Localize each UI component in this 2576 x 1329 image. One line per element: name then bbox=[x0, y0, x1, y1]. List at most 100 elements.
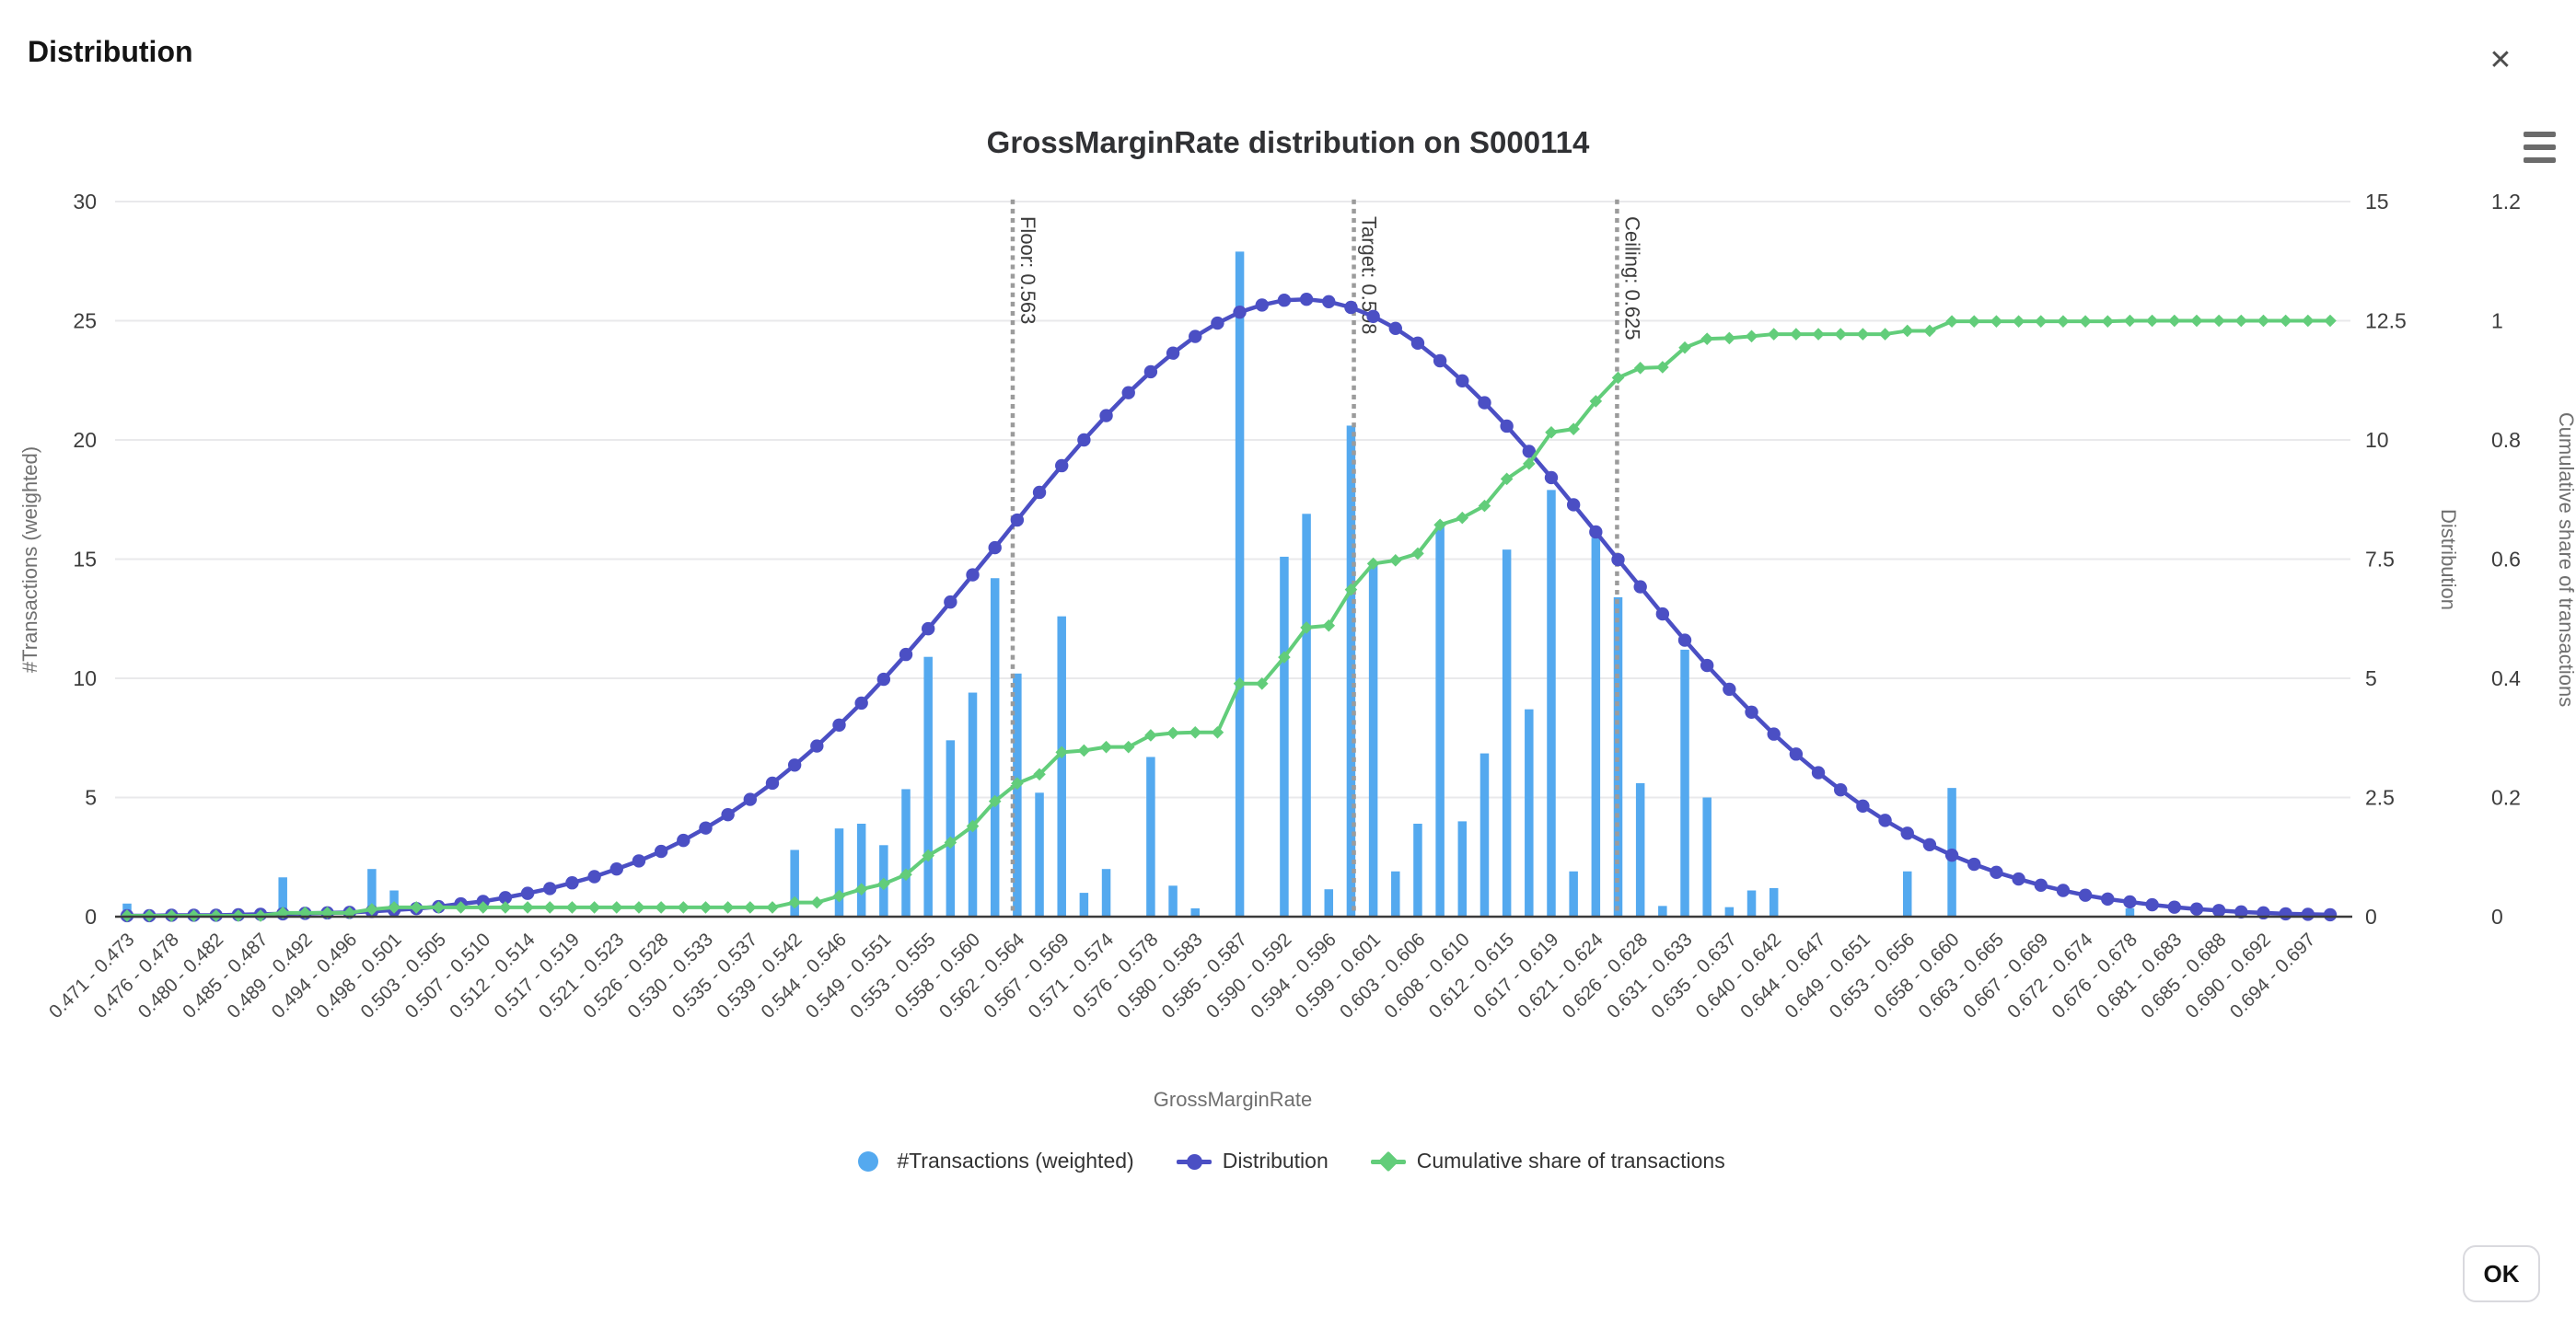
bar bbox=[1658, 906, 1667, 917]
bar bbox=[1190, 907, 1200, 917]
cumulative-axis-title: Cumulative share of transactions bbox=[2555, 412, 2576, 707]
bar bbox=[1591, 537, 1601, 917]
bar bbox=[1035, 792, 1044, 917]
svg-text:20: 20 bbox=[73, 428, 97, 452]
svg-text:0.6: 0.6 bbox=[2491, 548, 2521, 572]
bar bbox=[1457, 821, 1468, 917]
svg-text:15: 15 bbox=[73, 548, 97, 572]
bar bbox=[1635, 782, 1645, 917]
reference-line-label: Ceiling: 0.625 bbox=[1620, 216, 1643, 341]
distribution-axis-ticks: 0 2.5 5 7.5 10 12.5 15 bbox=[2365, 190, 2407, 929]
chart-title: GrossMarginRate distribution on S000114 bbox=[987, 125, 1590, 159]
bar bbox=[1280, 556, 1289, 917]
svg-text:30: 30 bbox=[73, 190, 97, 214]
bar bbox=[2125, 907, 2135, 917]
bar bbox=[1346, 425, 1356, 918]
bar bbox=[1013, 673, 1022, 917]
bar bbox=[1324, 889, 1334, 917]
bar bbox=[901, 789, 911, 917]
left-axis-title: #Transactions (weighted) bbox=[18, 446, 41, 673]
circle-marker-icon bbox=[851, 1150, 886, 1173]
svg-text:1: 1 bbox=[2491, 309, 2503, 333]
bar bbox=[1724, 907, 1735, 917]
reference-lines: Floor: 0.563 Target: 0.598 Ceiling: 0.625 bbox=[1010, 199, 1643, 919]
bar bbox=[1746, 890, 1757, 917]
burger-bar bbox=[2524, 132, 2556, 137]
bar bbox=[1146, 757, 1155, 917]
bar bbox=[1547, 490, 1556, 917]
bar bbox=[1680, 649, 1689, 917]
bar bbox=[1368, 563, 1378, 917]
bar bbox=[1079, 893, 1089, 917]
legend-label: Distribution bbox=[1222, 1149, 1329, 1173]
bar bbox=[367, 869, 377, 917]
cumulative-axis-ticks: 0 0.2 0.4 0.6 0.8 1 1.2 bbox=[2491, 190, 2521, 929]
bar bbox=[923, 656, 933, 917]
bar bbox=[856, 823, 866, 917]
cumulative-line bbox=[121, 314, 2337, 922]
bars-series-transactions bbox=[122, 251, 2135, 918]
distribution-line bbox=[120, 292, 2338, 923]
burger-bar bbox=[2524, 157, 2556, 163]
legend-item-cumulative-share-of-transactions[interactable]: Cumulative share of transactions bbox=[1370, 1149, 1725, 1173]
svg-text:10: 10 bbox=[73, 666, 97, 690]
bar bbox=[1613, 596, 1623, 917]
svg-text:10: 10 bbox=[2365, 428, 2389, 452]
bar bbox=[790, 849, 799, 917]
bar bbox=[968, 692, 978, 917]
line-diamond-marker-icon bbox=[1370, 1150, 1406, 1173]
bar bbox=[1435, 526, 1445, 917]
reference-line-label: Floor: 0.563 bbox=[1016, 216, 1039, 324]
svg-text:7.5: 7.5 bbox=[2365, 548, 2395, 572]
bar bbox=[1525, 709, 1534, 917]
svg-text:2.5: 2.5 bbox=[2365, 786, 2395, 810]
legend-label: Cumulative share of transactions bbox=[1416, 1149, 1725, 1173]
bar bbox=[1769, 887, 1779, 917]
legend-label: #Transactions (weighted) bbox=[897, 1149, 1134, 1173]
bar bbox=[1168, 885, 1178, 917]
ok-button[interactable]: OK bbox=[2463, 1245, 2540, 1302]
bar bbox=[1702, 797, 1712, 917]
svg-text:12.5: 12.5 bbox=[2365, 309, 2407, 333]
gridlines bbox=[115, 201, 2350, 799]
svg-text:15: 15 bbox=[2365, 190, 2389, 214]
bar bbox=[1479, 753, 1490, 917]
legend-item-distribution[interactable]: Distribution bbox=[1176, 1149, 1329, 1173]
svg-text:1.2: 1.2 bbox=[2491, 190, 2521, 214]
svg-text:0.2: 0.2 bbox=[2491, 786, 2521, 810]
bar bbox=[990, 578, 1000, 917]
bar bbox=[1101, 869, 1111, 917]
bar bbox=[1057, 616, 1066, 917]
bar bbox=[1391, 871, 1400, 917]
svg-text:5: 5 bbox=[85, 786, 97, 810]
chart-menu-icon[interactable] bbox=[2521, 130, 2559, 165]
distribution-axis-title: Distribution bbox=[2437, 509, 2460, 610]
bar bbox=[1235, 251, 1245, 917]
bar bbox=[946, 740, 956, 917]
bar bbox=[1502, 549, 1512, 917]
close-icon[interactable]: ✕ bbox=[2480, 40, 2521, 81]
svg-text:25: 25 bbox=[73, 309, 97, 333]
bar bbox=[834, 828, 844, 917]
x-axis-title: GrossMarginRate bbox=[1154, 1088, 1312, 1111]
svg-text:0: 0 bbox=[85, 905, 97, 929]
legend-item-transactions-weighted[interactable]: #Transactions (weighted) bbox=[851, 1149, 1134, 1173]
svg-text:0.8: 0.8 bbox=[2491, 428, 2521, 452]
burger-bar bbox=[2524, 144, 2556, 150]
bar bbox=[1569, 871, 1578, 917]
svg-text:0: 0 bbox=[2365, 905, 2377, 929]
bar bbox=[1413, 823, 1422, 917]
chart-legend: #Transactions (weighted) Distribution Cumu… bbox=[0, 1149, 2576, 1173]
bar bbox=[1302, 514, 1311, 917]
modal-title: Distribution bbox=[28, 35, 193, 68]
svg-text:0: 0 bbox=[2491, 905, 2503, 929]
left-axis-ticks: 0 5 10 15 20 25 30 bbox=[73, 190, 97, 929]
line-circle-marker-icon bbox=[1176, 1150, 1212, 1173]
svg-text:0.4: 0.4 bbox=[2491, 666, 2521, 690]
bar bbox=[278, 877, 287, 917]
bar bbox=[1902, 871, 1912, 917]
svg-text:5: 5 bbox=[2365, 666, 2377, 690]
